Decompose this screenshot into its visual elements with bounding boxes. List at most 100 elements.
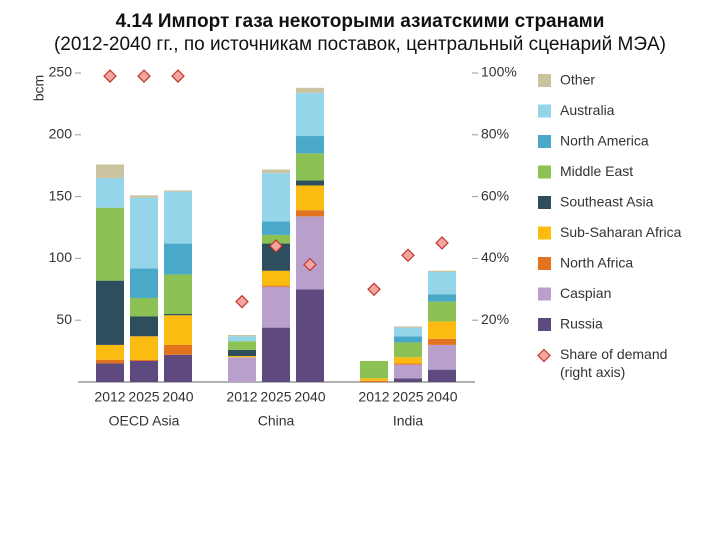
bar-segment bbox=[96, 363, 124, 382]
bar-segment bbox=[262, 327, 290, 382]
bar-segment bbox=[296, 180, 324, 186]
bar-segment bbox=[394, 326, 422, 328]
x-tick-label: 2025 bbox=[260, 389, 291, 405]
legend-label: Sub-Saharan Africa bbox=[560, 224, 682, 240]
x-tick-label: 2012 bbox=[358, 389, 389, 405]
legend-swatch bbox=[538, 257, 551, 270]
bar-segment bbox=[428, 321, 456, 339]
legend-label: Australia bbox=[560, 102, 615, 118]
legend-swatch bbox=[538, 287, 551, 301]
group-label: China bbox=[258, 413, 295, 429]
bar-segment bbox=[394, 327, 422, 337]
legend-swatch bbox=[538, 318, 551, 331]
chart-subtitle: (2012-2040 гг., по источникам поставок, … bbox=[54, 34, 666, 55]
bar-segment bbox=[428, 270, 456, 272]
x-tick-label: 2025 bbox=[392, 389, 423, 405]
bar-segment bbox=[164, 274, 192, 315]
group-label: OECD Asia bbox=[109, 413, 180, 429]
bar-segment bbox=[394, 336, 422, 343]
legend-marker bbox=[537, 348, 551, 363]
bar-segment bbox=[228, 349, 256, 357]
bar-segment bbox=[428, 294, 456, 302]
legend-label: North Africa bbox=[560, 255, 633, 271]
share-marker bbox=[435, 236, 449, 250]
bar-segment bbox=[130, 336, 158, 360]
bar-segment bbox=[296, 136, 324, 154]
bar-segment bbox=[228, 335, 256, 337]
share-marker bbox=[137, 69, 151, 83]
y-tick-label: 150 bbox=[49, 187, 73, 203]
bar-segment bbox=[130, 195, 158, 198]
legend-label: Share of demand bbox=[560, 346, 667, 362]
bar-segment bbox=[228, 356, 256, 358]
bar-segment bbox=[130, 197, 158, 269]
share-marker bbox=[303, 257, 317, 272]
bar-segment bbox=[394, 342, 422, 358]
chart-title: 4.14 Импорт газа некоторыми азиатскими с… bbox=[116, 11, 605, 32]
y-tick-label: 200 bbox=[49, 126, 73, 142]
legend-label: Caspian bbox=[560, 285, 611, 301]
bar-segment bbox=[296, 92, 324, 137]
bar-segment bbox=[428, 301, 456, 322]
y-axis-label: bcm bbox=[31, 75, 47, 101]
bar-segment bbox=[428, 369, 456, 382]
legend-note: (right axis) bbox=[560, 364, 625, 380]
legend-label: Southeast Asia bbox=[560, 194, 654, 210]
bar-segment bbox=[296, 153, 324, 181]
bar-segment bbox=[296, 216, 324, 290]
y-tick-label: 250 bbox=[49, 64, 73, 80]
legend-swatch bbox=[538, 135, 551, 148]
bar-segment bbox=[164, 191, 192, 244]
x-tick-label: 2040 bbox=[162, 389, 193, 405]
x-tick-label: 2040 bbox=[294, 389, 325, 405]
bar-segment bbox=[228, 336, 256, 342]
bar-segment bbox=[360, 378, 388, 381]
share-marker bbox=[269, 239, 283, 253]
y2-tick-label: 20% bbox=[481, 311, 509, 327]
bar-segment bbox=[164, 190, 192, 192]
y2-tick-label: 60% bbox=[481, 187, 509, 203]
bar-segment bbox=[130, 359, 158, 361]
bar-segment bbox=[296, 87, 324, 93]
bar-segment bbox=[228, 341, 256, 350]
bar-segment bbox=[96, 164, 124, 179]
y-tick-label: 50 bbox=[56, 311, 72, 327]
bar-segment bbox=[164, 243, 192, 275]
legend-label: North America bbox=[560, 133, 649, 149]
legend-label: Russia bbox=[560, 316, 603, 332]
legend-swatch bbox=[538, 104, 551, 118]
bar-segment bbox=[262, 286, 290, 328]
bar-segment bbox=[96, 207, 124, 281]
y2-tick-label: 40% bbox=[481, 249, 509, 265]
x-tick-label: 2040 bbox=[426, 389, 457, 405]
bar-segment bbox=[360, 380, 388, 382]
share-marker bbox=[235, 294, 249, 309]
bar-segment bbox=[394, 363, 422, 365]
bar-segment bbox=[96, 344, 124, 360]
y2-tick-label: 100% bbox=[481, 64, 517, 80]
bar-segment bbox=[164, 354, 192, 382]
bar-segment bbox=[296, 185, 324, 211]
bar-segment bbox=[428, 271, 456, 295]
bar-segment bbox=[96, 359, 124, 364]
share-marker bbox=[171, 69, 185, 83]
bar-segment bbox=[394, 357, 422, 364]
bar-segment bbox=[130, 360, 158, 382]
bar-segment bbox=[262, 221, 290, 235]
bar-segment bbox=[428, 338, 456, 345]
bar-segment bbox=[394, 364, 422, 379]
y2-tick-label: 80% bbox=[481, 126, 509, 142]
bar-segment bbox=[262, 173, 290, 222]
bar-segment bbox=[296, 289, 324, 382]
legend-swatch bbox=[538, 74, 551, 87]
x-tick-label: 2025 bbox=[128, 389, 159, 405]
legend-swatch bbox=[538, 226, 551, 240]
bar-segment bbox=[96, 280, 124, 345]
bar-segment bbox=[394, 378, 422, 382]
group-label: India bbox=[393, 413, 424, 429]
bar-segment bbox=[164, 344, 192, 355]
legend-swatch bbox=[538, 165, 551, 179]
bar-segment bbox=[96, 178, 124, 208]
legend-label: Middle East bbox=[560, 163, 633, 179]
bar-segment bbox=[130, 268, 158, 298]
